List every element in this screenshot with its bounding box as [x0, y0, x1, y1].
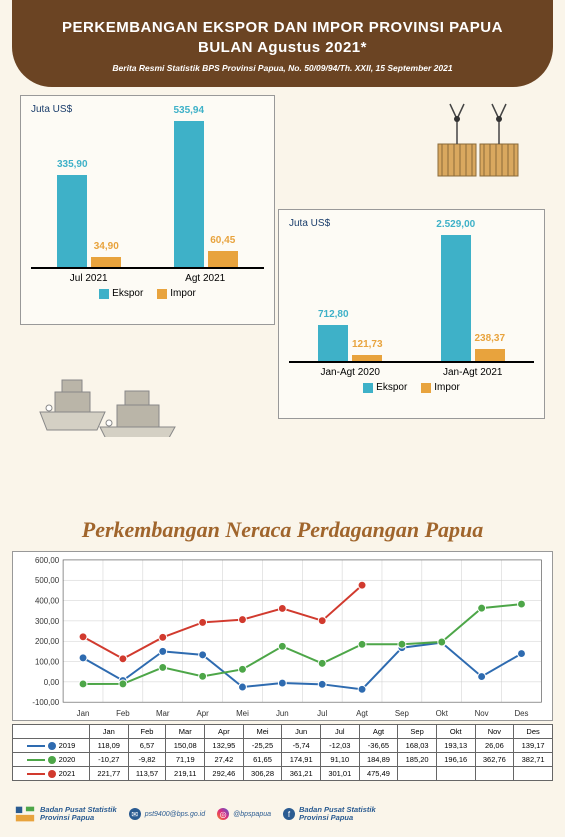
containers-icon: [420, 99, 530, 189]
chart-monthly-ylabel: Juta US$: [31, 104, 264, 115]
title: PERKEMBANGAN EKSPOR DAN IMPOR PROVINSI P…: [32, 18, 533, 57]
svg-text:Des: Des: [514, 709, 528, 718]
bar-impor: 34,90: [91, 257, 121, 267]
charts-area: Juta US$ 335,9034,90535,9460,45 Jul 2021…: [0, 87, 565, 543]
header: PERKEMBANGAN EKSPOR DAN IMPOR PROVINSI P…: [12, 0, 553, 87]
ships-icon: [35, 352, 185, 442]
svg-text:500,00: 500,00: [35, 576, 60, 585]
svg-text:300,00: 300,00: [35, 617, 60, 626]
section-title: Perkembangan Neraca Perdagangan Papua: [12, 517, 553, 543]
bar-ekspor: 2.529,00: [441, 235, 471, 361]
svg-text:Apr: Apr: [196, 709, 209, 718]
bar-value-label: 60,45: [210, 235, 235, 246]
bar-group: 335,90 34,90: [57, 175, 121, 267]
bar-value-label: 121,73: [352, 339, 383, 350]
x-label: Jan-Agt 2021: [443, 367, 503, 378]
bar-value-label: 2.529,00: [436, 219, 475, 230]
legend-ekspor-2: Ekspor: [363, 382, 407, 393]
xlabels-monthly: Jul 2021 Agt 2021: [31, 273, 264, 284]
xlabels-cumulative: Jan-Agt 2020 Jan-Agt 2021: [289, 367, 534, 378]
svg-text:400,00: 400,00: [35, 597, 60, 606]
subtitle: Berita Resmi Statistik BPS Provinsi Papu…: [32, 63, 533, 73]
svg-text:200,00: 200,00: [35, 637, 60, 646]
svg-text:Sep: Sep: [395, 709, 410, 718]
bar-value-label: 335,90: [57, 159, 88, 170]
org-name: Badan Pusat Statistik Provinsi Papua: [40, 806, 117, 823]
bar-ekspor: 535,94: [174, 121, 204, 267]
svg-text:100,00: 100,00: [35, 658, 60, 667]
svg-text:600,00: 600,00: [35, 556, 60, 565]
legend-monthly: Ekspor Impor: [31, 288, 264, 299]
bps-logo: Badan Pusat Statistik Provinsi Papua: [14, 803, 117, 825]
bar-value-label: 712,80: [318, 309, 349, 320]
svg-text:0,00: 0,00: [44, 678, 60, 687]
svg-text:Okt: Okt: [436, 709, 449, 718]
email-contact: ✉ pst9400@bps.go.id: [129, 808, 205, 820]
line-chart-section: -100,00 0,00 100,00 200,00 300,00 400,00 500,0…: [12, 551, 553, 781]
instagram-contact: ◎ @bpspapua: [217, 808, 271, 820]
bar-group: 2.529,00238,37: [441, 235, 505, 361]
svg-text:Nov: Nov: [475, 709, 489, 718]
x-label: Agt 2021: [185, 273, 225, 284]
bar-value-label: 34,90: [94, 241, 119, 252]
x-label: Jul 2021: [70, 273, 108, 284]
barchart-cumulative: 712,80121,732.529,00238,37: [289, 233, 534, 363]
svg-text:Mar: Mar: [156, 709, 170, 718]
svg-text:Mei: Mei: [236, 709, 249, 718]
facebook-contact: f Badan Pusat Statistik Provinsi Papua: [283, 806, 376, 823]
barchart-monthly: 335,9034,90535,9460,45: [31, 119, 264, 269]
legend-impor-2: Impor: [421, 382, 460, 393]
bar-impor: 238,37: [475, 349, 505, 361]
svg-text:Agt: Agt: [356, 709, 369, 718]
svg-text:Jun: Jun: [276, 709, 289, 718]
line-chart: -100,00 0,00 100,00 200,00 300,00 400,00 500,0…: [12, 551, 553, 721]
chart-cumulative: Juta US$ 712,80121,732.529,00238,37 Jan-…: [278, 209, 545, 419]
chart-cumulative-ylabel: Juta US$: [289, 218, 534, 229]
svg-text:Jan: Jan: [77, 709, 90, 718]
title-line2: BULAN Agustus 2021*: [198, 39, 367, 56]
title-line1: PERKEMBANGAN EKSPOR DAN IMPOR PROVINSI P…: [62, 19, 503, 36]
bar-impor: 121,73: [352, 355, 382, 361]
bar-value-label: 238,37: [474, 333, 505, 344]
instagram-icon: ◎: [217, 808, 229, 820]
email-icon: ✉: [129, 808, 141, 820]
svg-text:Jul: Jul: [317, 709, 327, 718]
bar-ekspor: 712,80: [318, 325, 348, 361]
facebook-icon: f: [283, 808, 295, 820]
x-label: Jan-Agt 2020: [321, 367, 381, 378]
legend-impor: Impor: [157, 288, 196, 299]
bar-group: 712,80 121,73: [318, 325, 382, 361]
legend-cumulative: Ekspor Impor: [289, 382, 534, 393]
svg-text:Feb: Feb: [116, 709, 130, 718]
chart-monthly: Juta US$ 335,9034,90535,9460,45 Jul 2021…: [20, 95, 275, 325]
bar-impor: 60,45: [208, 251, 238, 267]
svg-text:-100,00: -100,00: [32, 698, 59, 707]
bar-group: 535,9460,45: [174, 121, 238, 267]
footer: Badan Pusat Statistik Provinsi Papua ✉ p…: [0, 793, 565, 837]
legend-ekspor: Ekspor: [99, 288, 143, 299]
bar-value-label: 535,94: [173, 105, 204, 116]
bar-ekspor: 335,90: [57, 175, 87, 267]
page: PERKEMBANGAN EKSPOR DAN IMPOR PROVINSI P…: [0, 0, 565, 837]
